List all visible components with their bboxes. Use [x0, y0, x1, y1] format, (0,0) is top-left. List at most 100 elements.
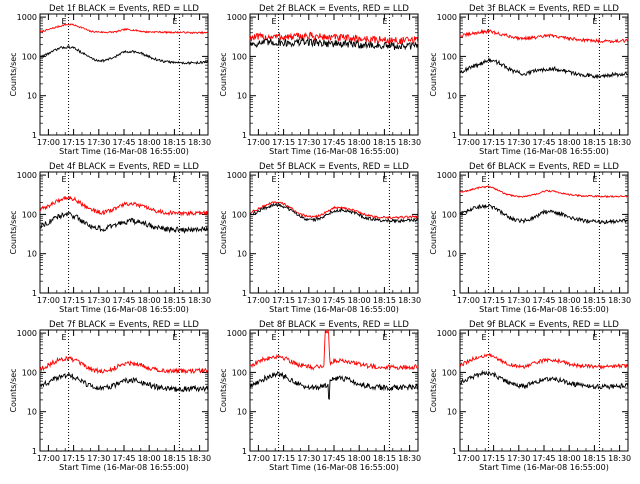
- event-marker-label: E: [62, 175, 67, 184]
- x-tick-label: 18:30: [188, 138, 211, 147]
- y-tick-label: 1: [242, 131, 247, 140]
- y-axis-label: Counts/sec: [9, 52, 18, 96]
- event-marker-label: E: [272, 333, 277, 342]
- x-tick-label: 17:15: [482, 454, 505, 463]
- lld-rate-line: [459, 352, 629, 370]
- y-tick-label: 10: [237, 92, 247, 101]
- y-axis-label: Counts/sec: [219, 210, 228, 254]
- x-tick-label: 18:30: [608, 454, 631, 463]
- detector-panel-8: Det 8f BLACK = Events, RED = LLD 1 10 100 10…: [219, 320, 421, 472]
- event-marker-label: E: [482, 17, 487, 26]
- detector-panel-6: Det 6f BLACK = Events, RED = LLD 1 10 100 10…: [429, 162, 631, 314]
- event-marker-label: E: [272, 175, 277, 184]
- x-tick-label: 17:30: [87, 138, 110, 147]
- x-tick-label: 17:30: [87, 296, 110, 305]
- chart-title: Det 5f BLACK = Events, RED = LLD: [259, 162, 409, 172]
- x-tick-label: 17:30: [87, 454, 110, 463]
- y-axis-label: Counts/sec: [9, 368, 18, 412]
- x-tick-label: 17:45: [322, 138, 345, 147]
- chart-title: Det 2f BLACK = Events, RED = LLD: [259, 4, 409, 14]
- y-tick-label: 10: [27, 250, 37, 259]
- y-tick-label: 1000: [227, 329, 247, 338]
- x-tick-label: 17:15: [62, 138, 85, 147]
- x-tick-label: 17:45: [112, 138, 135, 147]
- events-rate-line: [249, 37, 419, 51]
- lld-rate-line: [39, 195, 209, 217]
- x-tick-label: 17:15: [62, 454, 85, 463]
- y-tick-label: 1: [242, 447, 247, 456]
- x-tick-label: 17:15: [272, 296, 295, 305]
- event-marker-label: E: [172, 175, 177, 184]
- y-axis-label: Counts/sec: [429, 52, 438, 96]
- x-axis-label: Start Time (16-Mar-08 16:55:00): [269, 305, 399, 314]
- x-tick-label: 17:45: [532, 138, 555, 147]
- y-axis-label: Counts/sec: [429, 210, 438, 254]
- event-marker-label: E: [382, 17, 387, 26]
- y-tick-label: 10: [447, 92, 457, 101]
- x-tick-label: 18:30: [608, 296, 631, 305]
- x-tick-label: 17:45: [112, 296, 135, 305]
- y-tick-label: 1: [452, 289, 457, 298]
- x-tick-label: 17:30: [507, 138, 530, 147]
- x-tick-label: 17:00: [247, 454, 270, 463]
- chart-title: Det 7f BLACK = Events, RED = LLD: [49, 320, 199, 330]
- lld-rate-line: [459, 28, 629, 44]
- x-tick-label: 17:45: [112, 454, 135, 463]
- y-tick-label: 100: [232, 210, 247, 219]
- events-rate-line: [459, 56, 629, 80]
- x-tick-label: 18:30: [608, 138, 631, 147]
- x-tick-label: 17:30: [297, 138, 320, 147]
- y-tick-label: 10: [447, 408, 457, 417]
- y-tick-label: 100: [232, 368, 247, 377]
- x-tick-label: 17:15: [272, 138, 295, 147]
- x-tick-label: 18:00: [348, 296, 371, 305]
- y-tick-label: 10: [27, 92, 37, 101]
- x-tick-label: 18:15: [583, 296, 606, 305]
- x-tick-label: 18:15: [163, 454, 186, 463]
- lld-rate-line: [39, 23, 209, 35]
- y-tick-label: 100: [232, 52, 247, 61]
- x-tick-label: 17:15: [62, 296, 85, 305]
- y-tick-label: 100: [442, 52, 457, 61]
- detector-panel-3: Det 3f BLACK = Events, RED = LLD 1 10 100 10…: [429, 4, 631, 156]
- x-tick-label: 17:15: [482, 138, 505, 147]
- x-tick-label: 17:00: [247, 138, 270, 147]
- x-axis-label: Start Time (16-Mar-08 16:55:00): [59, 147, 189, 156]
- lld-rate-line: [459, 185, 629, 199]
- y-tick-label: 1: [452, 447, 457, 456]
- x-tick-label: 18:15: [583, 138, 606, 147]
- plot-frame: [39, 171, 209, 294]
- x-tick-label: 18:00: [138, 296, 161, 305]
- x-tick-label: 17:00: [37, 454, 60, 463]
- x-tick-label: 18:15: [583, 454, 606, 463]
- event-marker-label: E: [482, 175, 487, 184]
- x-tick-label: 17:45: [532, 296, 555, 305]
- x-tick-label: 18:30: [398, 296, 421, 305]
- y-tick-label: 1000: [437, 329, 457, 338]
- y-tick-label: 10: [237, 408, 247, 417]
- events-rate-line: [249, 371, 419, 400]
- x-axis-label: Start Time (16-Mar-08 16:55:00): [59, 305, 189, 314]
- x-tick-label: 17:00: [247, 296, 270, 305]
- x-tick-label: 17:45: [322, 454, 345, 463]
- event-marker-label: E: [382, 333, 387, 342]
- y-tick-label: 1000: [437, 13, 457, 22]
- y-tick-label: 1: [32, 289, 37, 298]
- y-tick-label: 1: [32, 447, 37, 456]
- detector-panel-4: Det 4f BLACK = Events, RED = LLD 1 10 100 10…: [9, 162, 211, 314]
- x-tick-label: 17:30: [507, 296, 530, 305]
- x-tick-label: 18:00: [348, 138, 371, 147]
- y-tick-label: 1: [32, 131, 37, 140]
- y-tick-label: 1: [242, 289, 247, 298]
- y-tick-label: 10: [237, 250, 247, 259]
- y-tick-label: 1000: [227, 13, 247, 22]
- x-tick-label: 17:00: [37, 296, 60, 305]
- x-tick-label: 18:00: [558, 454, 581, 463]
- x-tick-label: 18:15: [373, 454, 396, 463]
- y-tick-label: 100: [442, 210, 457, 219]
- x-tick-label: 18:30: [188, 296, 211, 305]
- y-tick-label: 1000: [17, 171, 37, 180]
- event-marker-label: E: [592, 333, 597, 342]
